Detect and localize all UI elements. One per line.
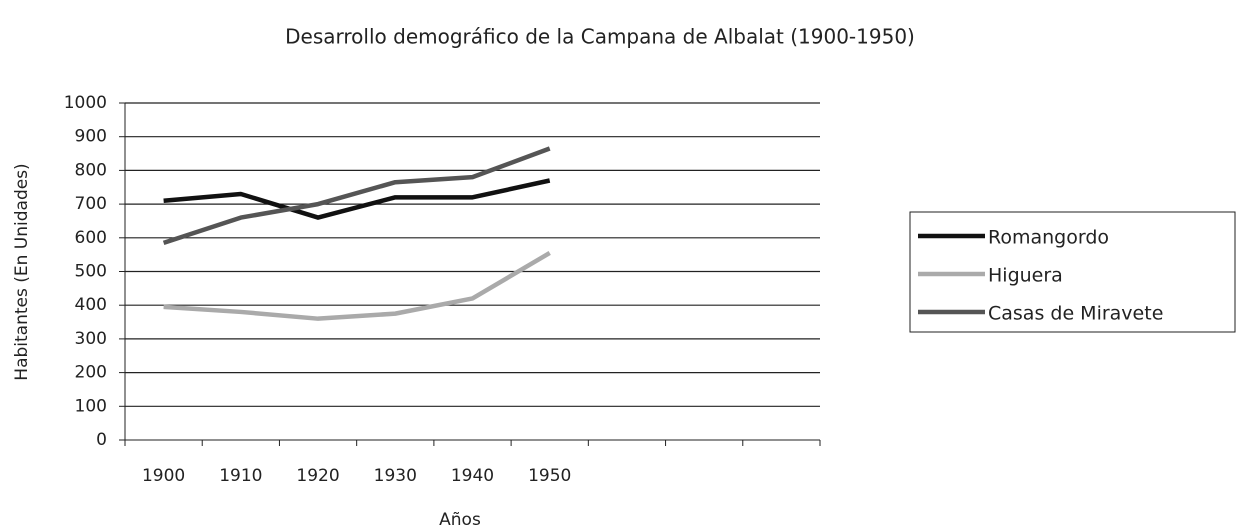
series-line	[162, 146, 551, 245]
y-tick-label: 700	[75, 194, 107, 214]
y-tick-label: 500	[75, 262, 107, 282]
x-tick-label: 1950	[528, 466, 571, 486]
y-tick-label: 900	[75, 127, 107, 147]
chart-title: Desarrollo demográfico de la Campana de …	[285, 25, 915, 49]
y-tick-label: 600	[75, 228, 107, 248]
y-tick-label: 1000	[64, 93, 107, 113]
x-tick-label: 1900	[142, 466, 185, 486]
y-tick-label: 400	[75, 295, 107, 315]
legend-label: Casas de Miravete	[988, 303, 1163, 325]
x-axis-label: Años	[439, 510, 481, 530]
y-tick-label: 300	[75, 329, 107, 349]
legend-label: Romangordo	[988, 227, 1109, 249]
legend-label: Higuera	[988, 265, 1063, 287]
y-axis-label: Habitantes (En Unidades)	[12, 163, 32, 380]
x-tick-label: 1940	[451, 466, 494, 486]
y-tick-label: 800	[75, 160, 107, 180]
series-line	[163, 178, 551, 220]
y-tick-label: 200	[75, 363, 107, 383]
x-tick-label: 1930	[374, 466, 417, 486]
series-line	[163, 251, 551, 321]
x-tick-label: 1910	[219, 466, 262, 486]
y-tick-label: 0	[96, 430, 107, 450]
x-tick-label: 1920	[296, 466, 339, 486]
y-tick-label: 100	[75, 396, 107, 416]
